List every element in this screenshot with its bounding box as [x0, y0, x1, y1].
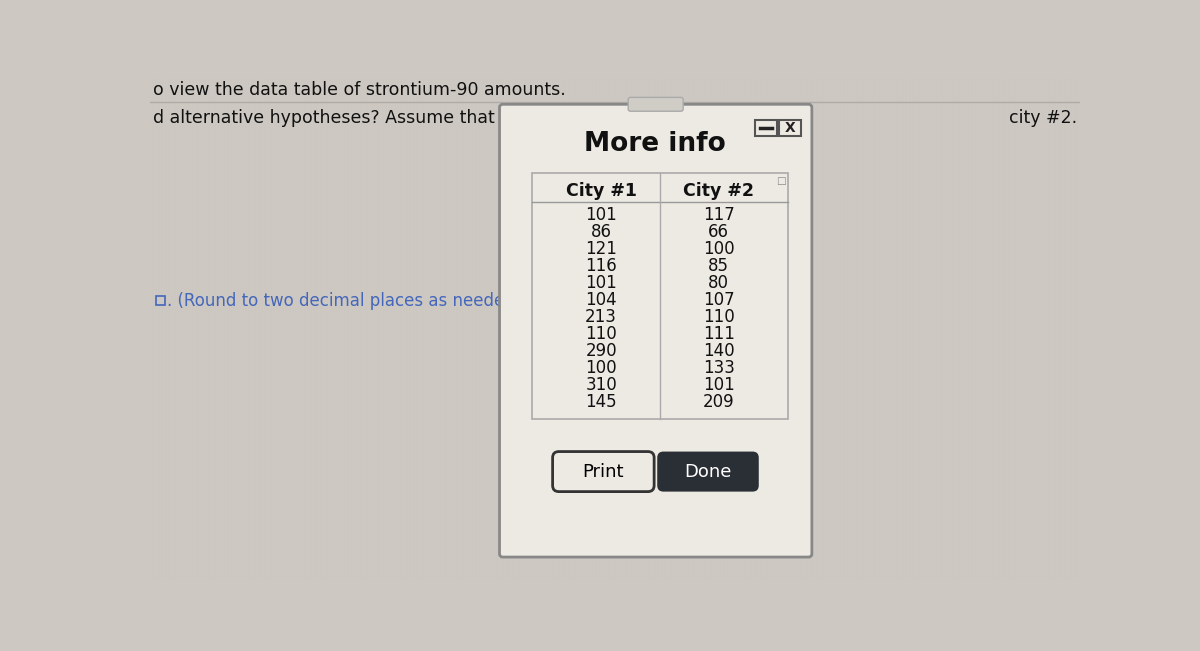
Text: X: X [785, 121, 796, 135]
FancyBboxPatch shape [779, 120, 802, 136]
Text: 290: 290 [586, 342, 617, 360]
Text: 121: 121 [586, 240, 617, 258]
Text: 133: 133 [703, 359, 734, 377]
Text: o view the data table of strontium-90 amounts.: o view the data table of strontium-90 am… [154, 81, 566, 100]
Text: 101: 101 [586, 274, 617, 292]
Text: 111: 111 [703, 325, 734, 343]
Text: 213: 213 [586, 308, 617, 326]
Text: 117: 117 [703, 206, 734, 224]
Text: d alternative hypotheses? Assume that population 1 consists of amour: d alternative hypotheses? Assume that po… [154, 109, 770, 127]
Text: □: □ [776, 176, 786, 186]
Text: 310: 310 [586, 376, 617, 394]
Text: . (Round to two decimal places as needed.): . (Round to two decimal places as needed… [167, 292, 527, 311]
FancyBboxPatch shape [532, 173, 788, 419]
Text: 104: 104 [586, 291, 617, 309]
Text: 110: 110 [703, 308, 734, 326]
FancyBboxPatch shape [755, 120, 776, 136]
Text: 145: 145 [586, 393, 617, 411]
Text: 86: 86 [590, 223, 612, 241]
Text: city #2.: city #2. [1009, 109, 1076, 127]
Text: 140: 140 [703, 342, 734, 360]
Text: 110: 110 [586, 325, 617, 343]
Text: 85: 85 [708, 257, 730, 275]
Text: Print: Print [583, 463, 624, 480]
Text: Done: Done [684, 463, 732, 480]
FancyBboxPatch shape [628, 98, 683, 111]
FancyBboxPatch shape [553, 452, 654, 492]
Text: 101: 101 [703, 376, 734, 394]
Text: 80: 80 [708, 274, 730, 292]
Text: 107: 107 [703, 291, 734, 309]
Text: 66: 66 [708, 223, 730, 241]
FancyBboxPatch shape [658, 452, 758, 492]
Text: 100: 100 [703, 240, 734, 258]
Text: More info: More info [584, 132, 726, 158]
Text: City #1: City #1 [565, 182, 637, 201]
Text: 100: 100 [586, 359, 617, 377]
Text: City #2: City #2 [683, 182, 755, 201]
Text: 101: 101 [586, 206, 617, 224]
FancyBboxPatch shape [499, 104, 812, 557]
Text: 116: 116 [586, 257, 617, 275]
Text: 209: 209 [703, 393, 734, 411]
